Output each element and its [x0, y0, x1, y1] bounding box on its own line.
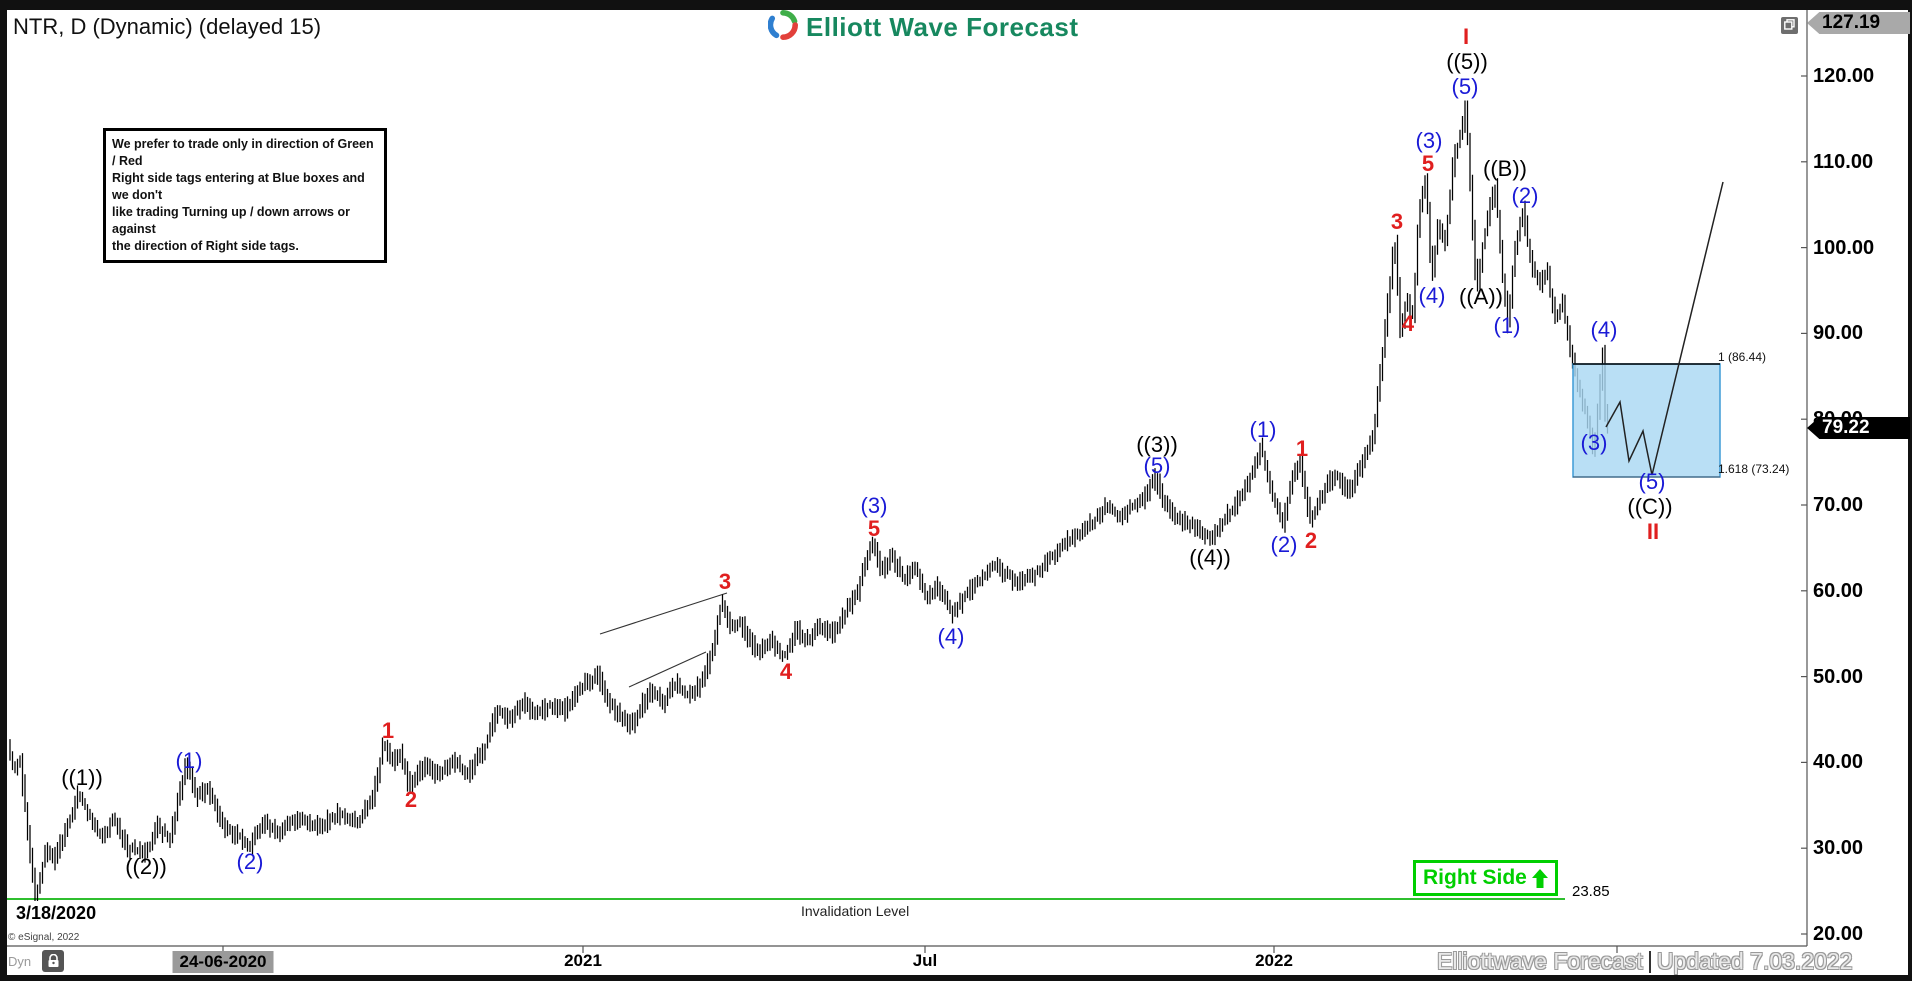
wave-label-4[interactable]: ((4))	[1189, 545, 1231, 570]
wave-label-1[interactable]: 1	[381, 718, 395, 743]
wave-label-1[interactable]: ((1))	[61, 765, 103, 790]
wave-label-1[interactable]: (1)	[1249, 417, 1277, 442]
channel-lines[interactable]	[599, 592, 728, 688]
right-side-tag[interactable]: Right Side	[1413, 860, 1558, 896]
wave-label-2[interactable]: (2)	[1511, 183, 1539, 208]
wave-label-4[interactable]: (4)	[1590, 317, 1618, 342]
wave-label-3[interactable]: ((3))	[1136, 432, 1178, 457]
wave-label-2[interactable]: ((2))	[125, 854, 167, 879]
right-side-label: Right Side	[1423, 866, 1527, 889]
high-price-tag: 127.19	[1807, 12, 1910, 34]
wave-label-I[interactable]: I	[1462, 24, 1470, 49]
logo-swirl-icon	[767, 10, 798, 45]
price-tick-label: 30.00	[1813, 837, 1864, 860]
wave-label-4[interactable]: (4)	[1418, 283, 1446, 308]
esignal-lock-button[interactable]	[42, 950, 64, 972]
time-tick-label: 2022	[1255, 951, 1293, 970]
lock-icon	[48, 954, 58, 967]
fib-label-1618: 1.618 (73.24)	[1718, 462, 1790, 476]
wave-label-5[interactable]: 5	[867, 516, 881, 541]
price-tick-label: 120.00	[1813, 65, 1875, 87]
invalidation-level-label: Invalidation Level	[801, 903, 910, 919]
text-cursor	[1648, 950, 1651, 973]
restore-icon	[1784, 17, 1795, 35]
chart-title: NTR, D (Dynamic) (delayed 15)	[13, 14, 322, 39]
price-tick-label: 50.00	[1813, 665, 1864, 688]
price-axis-ticks	[1801, 75, 1807, 935]
wave-label-5[interactable]: (5)	[1638, 469, 1666, 494]
start-date-label: 3/18/2020	[16, 903, 97, 923]
window-left-border	[0, 10, 7, 975]
window-bottom-border	[0, 975, 1912, 981]
wave-label-A[interactable]: ((A))	[1459, 284, 1503, 309]
wave-label-5[interactable]: ((5))	[1446, 49, 1488, 74]
wave-label-2[interactable]: 2	[404, 787, 418, 812]
restore-window-button[interactable]	[1781, 17, 1798, 34]
wave-label-1[interactable]: 1	[1295, 436, 1309, 461]
watermark-brand: Elliottwave Forecast	[1437, 948, 1643, 974]
logo-text: Elliott Wave Forecast	[806, 12, 1079, 42]
wave-label-3[interactable]: (3)	[860, 493, 888, 518]
window-right-border	[1908, 10, 1912, 975]
price-tick-label: 20.00	[1813, 923, 1864, 945]
wave-label-5[interactable]: 5	[1421, 151, 1435, 176]
price-tick-label: 70.00	[1813, 494, 1864, 516]
watermark: Elliottwave Forecast Updated 7.03.2022	[1437, 948, 1852, 975]
copyright-label: © eSignal, 2022	[8, 932, 80, 943]
price-tick-label: 100.00	[1813, 236, 1875, 259]
wave-label-3[interactable]: (3)	[1415, 128, 1443, 153]
last-price-tag: 79.22	[1807, 417, 1910, 439]
projection-path[interactable]	[1605, 181, 1724, 476]
price-tick-label: 40.00	[1813, 751, 1864, 774]
ohlc-bars	[9, 100, 1609, 901]
wave-label-3[interactable]: 3	[718, 569, 732, 594]
note-line: We prefer to trade only in direction of …	[112, 137, 374, 168]
trading-note-box[interactable]: We prefer to trade only in direction of …	[103, 128, 387, 263]
price-tick-label: 110.00	[1813, 150, 1874, 173]
note-line: Right side tags entering at Blue boxes a…	[112, 171, 365, 202]
wave-label-2[interactable]: (2)	[1270, 532, 1298, 557]
wave-label-1[interactable]: (1)	[1493, 313, 1521, 338]
wave-label-2[interactable]: (2)	[236, 849, 264, 874]
watermark-updated: Updated 7.03.2022	[1656, 948, 1853, 974]
invalidation-price-label: 23.85	[1572, 883, 1610, 900]
price-tick-label: 90.00	[1813, 322, 1864, 345]
wave-label-4[interactable]: (4)	[937, 624, 965, 649]
dyn-mode-label: Dyn	[8, 954, 32, 969]
wave-label-B[interactable]: ((B))	[1483, 156, 1527, 181]
time-tick-label: 24-06-2020	[172, 951, 274, 973]
wave-label-II[interactable]: II	[1646, 519, 1660, 544]
wave-label-3[interactable]: 3	[1390, 209, 1404, 234]
wave-label-2[interactable]: 2	[1304, 528, 1318, 553]
wave-label-4[interactable]: 4	[779, 659, 793, 684]
note-line: the direction of Right side tags.	[112, 239, 299, 253]
wave-label-5[interactable]: (5)	[1451, 74, 1479, 99]
fib-label-1: 1 (86.44)	[1718, 350, 1767, 364]
brand-logo: Elliott Wave Forecast	[767, 10, 1079, 45]
wave-label-C[interactable]: ((C))	[1627, 494, 1673, 519]
wave-label-1[interactable]: (1)	[175, 748, 203, 773]
wave-label-3[interactable]: (3)	[1580, 430, 1608, 455]
time-tick-label: Jul	[912, 951, 938, 970]
note-line: like trading Turning up / down arrows or…	[112, 205, 350, 236]
window-top-border	[0, 0, 1912, 10]
up-arrow-icon	[1531, 868, 1548, 888]
price-tick-label: 60.00	[1813, 579, 1864, 602]
wave-label-4[interactable]: 4	[1401, 311, 1415, 336]
time-tick-label: 2021	[564, 951, 602, 970]
blue-box[interactable]	[1572, 363, 1721, 478]
wave-label-5[interactable]: (5)	[1143, 453, 1171, 478]
